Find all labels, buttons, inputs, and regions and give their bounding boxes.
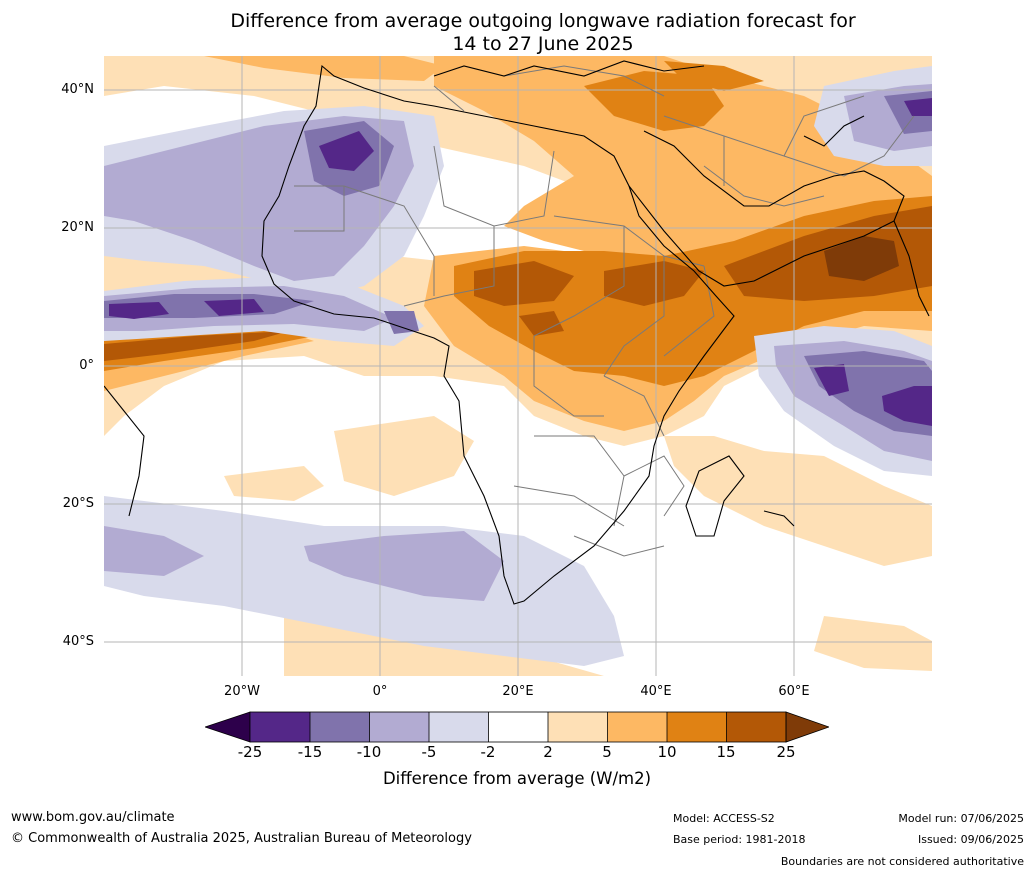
- lon-label-20e: 20°E: [502, 684, 534, 699]
- lat-label-0: 0°: [79, 358, 94, 373]
- anomaly-fill-darkest-brown: [824, 236, 899, 281]
- lat-label-40s: 40°S: [62, 634, 94, 649]
- colorbar-tick-10: 10: [657, 743, 677, 761]
- colorbar-tick-minus5: -5: [421, 743, 437, 761]
- colorbar-below-min-triangle: [205, 711, 251, 743]
- footer-website-link[interactable]: www.bom.gov.au/climate: [11, 810, 175, 825]
- colorbar-tick-minus15: -15: [297, 743, 323, 761]
- colorbar-bin-5: [488, 712, 548, 742]
- lon-label-60e: 60°E: [778, 684, 810, 699]
- colorbar-tick-minus2: -2: [480, 743, 496, 761]
- anomaly-map: [104, 56, 932, 676]
- colorbar-bin-4: [429, 712, 489, 742]
- footer-base-period: Base period: 1981-2018: [673, 833, 806, 846]
- footer-model: Model: ACCESS-S2: [673, 812, 775, 825]
- colorbar-bin-7: [607, 712, 667, 742]
- colorbar-bin-6: [548, 712, 608, 742]
- footer-issued: Issued: 09/06/2025: [917, 833, 1024, 846]
- coastlines: [104, 60, 930, 605]
- colorbar-tick-minus25: -25: [237, 743, 263, 761]
- lat-label-20s: 20°S: [62, 496, 94, 511]
- lat-label-40n: 40°N: [61, 82, 94, 97]
- colorbar-bin-9: [726, 712, 786, 742]
- colorbar-bin-3: [369, 712, 429, 742]
- title-line-1: Difference from average outgoing longwav…: [230, 10, 856, 32]
- colorbar: [205, 711, 829, 743]
- colorbar-bin-8: [667, 712, 727, 742]
- colorbar-tick-minus10: -10: [356, 743, 382, 761]
- anomaly-fill-dark-purple: [109, 98, 932, 426]
- footer-model-run: Model run: 07/06/2025: [898, 812, 1024, 825]
- colorbar-title: Difference from average (W/m2): [382, 769, 652, 788]
- footer-disclaimer: Boundaries are not considered authoritat…: [780, 855, 1024, 868]
- colorbar-above-max-triangle: [785, 711, 829, 743]
- lon-label-0: 0°: [372, 684, 388, 699]
- map-title: Difference from average outgoing longwav…: [0, 10, 1035, 56]
- colorbar-tick-2: 2: [543, 743, 553, 761]
- footer-copyright: © Commonwealth of Australia 2025, Austra…: [11, 831, 472, 846]
- colorbar-tick-25: 25: [776, 743, 796, 761]
- lon-label-20w: 20°W: [224, 684, 260, 699]
- colorbar-bin-2: [310, 712, 370, 742]
- colorbar-tick-5: 5: [602, 743, 612, 761]
- lat-label-20n: 20°N: [61, 220, 94, 235]
- lon-label-40e: 40°E: [640, 684, 672, 699]
- country-borders: [294, 65, 915, 557]
- title-line-2: 14 to 27 June 2025: [452, 33, 634, 55]
- graticule: [104, 56, 932, 676]
- colorbar-tick-15: 15: [716, 743, 736, 761]
- colorbar-bin-1: [250, 712, 310, 742]
